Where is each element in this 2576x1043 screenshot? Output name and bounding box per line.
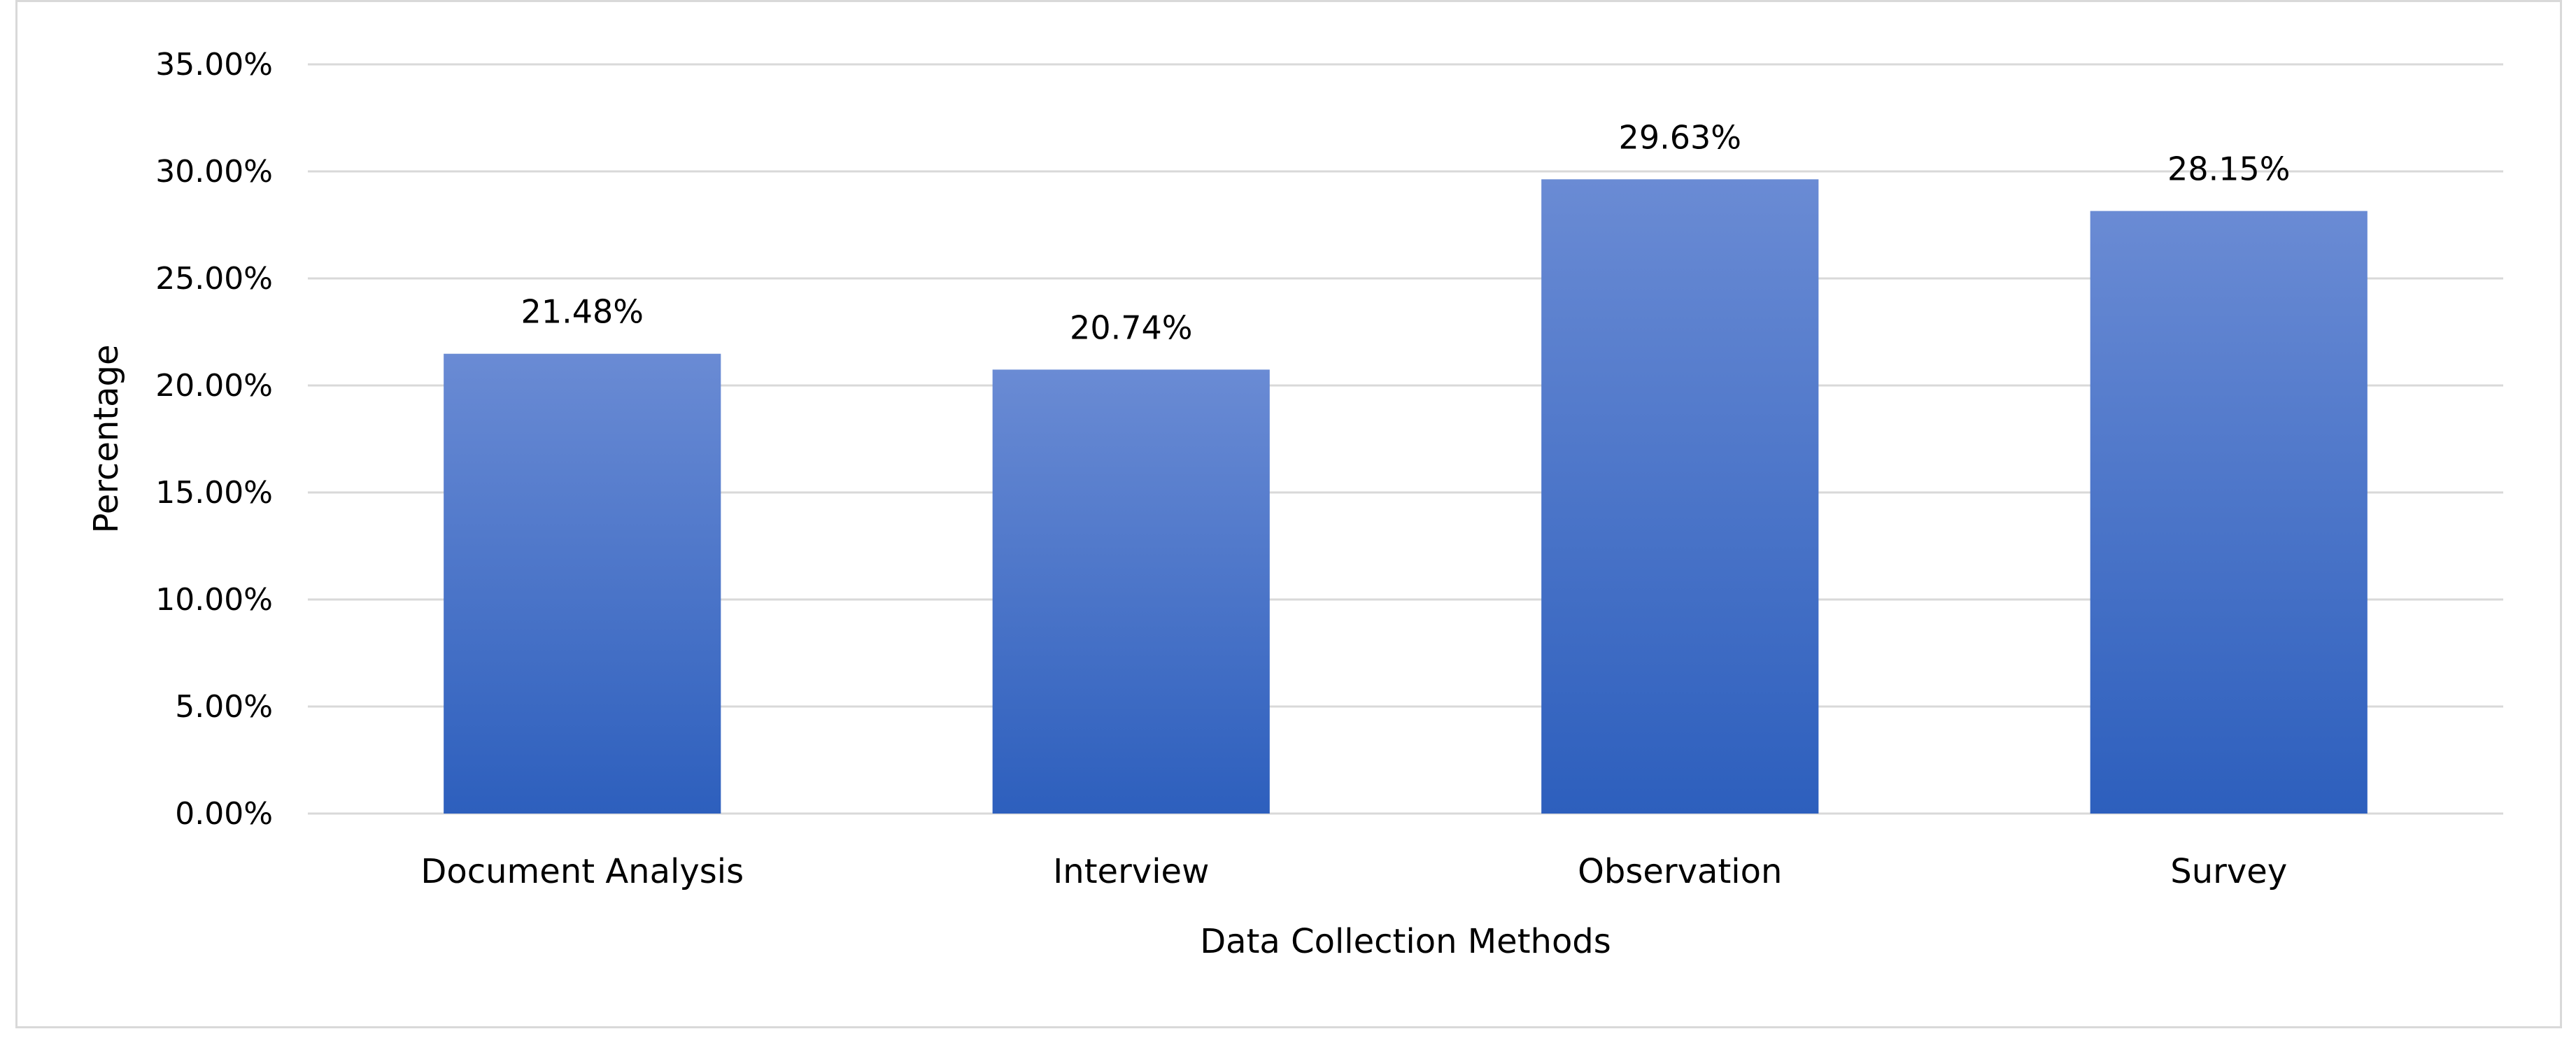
bar-interview — [992, 369, 1270, 814]
y-tick-label: 30.00% — [155, 154, 273, 190]
y-tick-label: 35.00% — [155, 47, 273, 83]
x-category-label: Interview — [1053, 852, 1209, 891]
y-axis-title: Percentage — [87, 344, 126, 533]
y-tick-label: 0.00% — [175, 796, 273, 832]
bars — [444, 179, 2368, 814]
y-tick-label: 20.00% — [155, 368, 273, 404]
bar-document-analysis — [444, 353, 721, 814]
x-category-label: Observation — [1578, 852, 1782, 891]
data-label: 29.63% — [1619, 118, 1741, 156]
y-tick-label: 5.00% — [175, 689, 273, 725]
x-axis-title: Data Collection Methods — [1200, 922, 1611, 961]
y-tick-label: 10.00% — [155, 582, 273, 618]
bar-survey — [2090, 211, 2368, 814]
data-labels: 21.48% 20.74% 29.63% 28.15% — [521, 118, 2291, 346]
x-axis-categories: Document Analysis Interview Observation Sur… — [420, 852, 2287, 891]
data-label: 21.48% — [521, 293, 644, 331]
data-label: 28.15% — [2167, 150, 2290, 188]
x-category-label: Document Analysis — [420, 852, 744, 891]
y-tick-label: 15.00% — [155, 475, 273, 511]
x-category-label: Survey — [2170, 852, 2287, 891]
data-label: 20.74% — [1070, 308, 1192, 346]
y-axis-ticks: 0.00% 5.00% 10.00% 15.00% 20.00% 25.00% 30.00%… — [155, 47, 273, 832]
y-tick-label: 25.00% — [155, 261, 273, 297]
bar-observation — [1541, 179, 1819, 814]
